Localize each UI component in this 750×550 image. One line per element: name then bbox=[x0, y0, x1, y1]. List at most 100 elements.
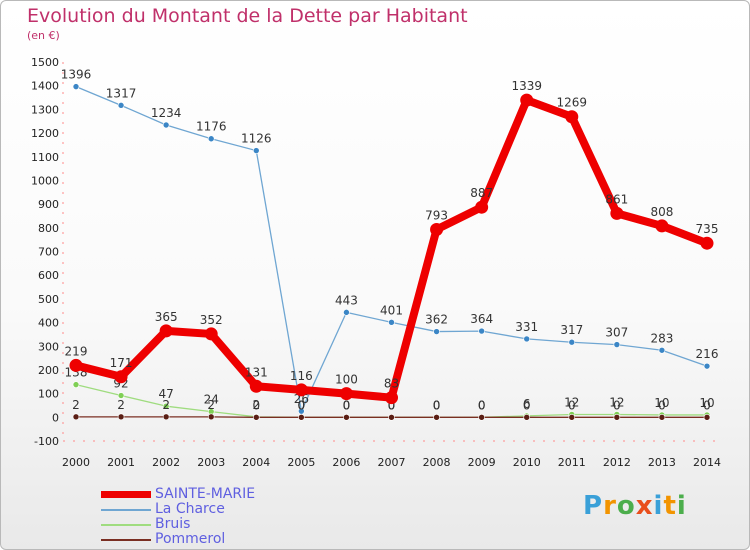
y-tick-label: 200 bbox=[38, 364, 59, 377]
logo-letter: x bbox=[635, 491, 654, 521]
data-label: 331 bbox=[515, 320, 538, 334]
data-label: 0 bbox=[478, 398, 486, 412]
data-label: 131 bbox=[245, 365, 268, 379]
data-point bbox=[117, 413, 125, 421]
data-point bbox=[523, 414, 531, 421]
data-label: 116 bbox=[290, 369, 313, 383]
y-tick-label: -100 bbox=[34, 435, 59, 448]
x-tick-label: 2005 bbox=[287, 456, 315, 469]
y-tick-label: 1500 bbox=[31, 56, 59, 69]
logo-letter: o bbox=[616, 491, 636, 521]
data-point bbox=[613, 414, 621, 421]
x-tick-label: 2004 bbox=[242, 456, 270, 469]
legend-swatch bbox=[101, 539, 151, 541]
data-point bbox=[478, 414, 485, 421]
y-tick-label: 500 bbox=[38, 293, 59, 306]
data-point bbox=[523, 335, 531, 343]
y-tick-label: 900 bbox=[38, 198, 59, 211]
data-label: 0 bbox=[568, 398, 576, 412]
data-point bbox=[433, 414, 440, 421]
x-tick-label: 2012 bbox=[603, 456, 631, 469]
data-label: 0 bbox=[433, 398, 441, 412]
data-label: 2 bbox=[72, 398, 80, 412]
x-tick-label: 2013 bbox=[648, 456, 676, 469]
data-point bbox=[72, 413, 80, 421]
x-tick-label: 2006 bbox=[332, 456, 360, 469]
data-point bbox=[252, 414, 260, 421]
y-tick-label: 100 bbox=[38, 388, 59, 401]
data-label: 2 bbox=[162, 398, 170, 412]
legend-label: SAINTE-MARIE bbox=[155, 486, 256, 502]
data-label: 1339 bbox=[511, 79, 542, 93]
data-label: 808 bbox=[650, 205, 673, 219]
x-tick-label: 2003 bbox=[197, 456, 225, 469]
legend-label: Pommerol bbox=[155, 531, 226, 547]
data-label: 219 bbox=[65, 344, 88, 358]
data-point bbox=[385, 391, 398, 405]
data-label: 1126 bbox=[241, 132, 272, 146]
data-label: 12 bbox=[564, 395, 579, 409]
data-label: 0 bbox=[613, 398, 621, 412]
data-point bbox=[249, 379, 263, 393]
legend-label: La Charce bbox=[155, 501, 225, 517]
data-label: 735 bbox=[696, 222, 719, 236]
data-label: 1176 bbox=[196, 120, 227, 134]
data-point bbox=[159, 324, 173, 338]
data-point bbox=[388, 414, 395, 421]
data-label: 1396 bbox=[61, 68, 92, 82]
logo-letter: t bbox=[663, 491, 677, 521]
data-label: 0 bbox=[388, 398, 396, 412]
logo-letter: P bbox=[583, 491, 604, 521]
data-label: 362 bbox=[425, 313, 448, 327]
data-label: 171 bbox=[110, 356, 133, 370]
data-point bbox=[703, 362, 711, 370]
data-label: 1234 bbox=[151, 106, 182, 120]
x-tick-label: 2008 bbox=[423, 456, 451, 469]
data-label: 861 bbox=[605, 192, 628, 206]
legend-swatch bbox=[101, 491, 151, 498]
data-point bbox=[162, 413, 170, 421]
logo-letter: i bbox=[653, 491, 664, 521]
data-label: 26 bbox=[294, 392, 309, 406]
x-tick-label: 2000 bbox=[62, 456, 90, 469]
y-tick-label: 1000 bbox=[31, 174, 59, 187]
data-point bbox=[117, 102, 125, 109]
data-point bbox=[613, 341, 621, 348]
data-label: 2 bbox=[117, 398, 125, 412]
data-point bbox=[298, 414, 305, 421]
data-point bbox=[207, 135, 215, 143]
y-tick-label: 400 bbox=[38, 317, 59, 330]
legend-swatch bbox=[101, 509, 151, 511]
data-label: 887 bbox=[470, 186, 493, 200]
y-tick-label: 1400 bbox=[31, 80, 59, 93]
data-label: 24 bbox=[204, 393, 219, 407]
data-label: 352 bbox=[200, 313, 223, 327]
data-label: 0 bbox=[523, 398, 531, 412]
data-label: 10 bbox=[654, 396, 669, 410]
data-label: 100 bbox=[335, 373, 358, 387]
data-point bbox=[430, 222, 444, 236]
data-point bbox=[252, 147, 260, 154]
data-label: 0 bbox=[703, 398, 711, 412]
data-point bbox=[478, 327, 485, 335]
data-point bbox=[72, 381, 80, 388]
data-point bbox=[658, 414, 666, 421]
data-point bbox=[433, 328, 440, 335]
data-label: 401 bbox=[380, 303, 403, 317]
y-tick-label: 600 bbox=[38, 269, 59, 282]
data-point bbox=[610, 206, 624, 220]
y-tick-label: 1300 bbox=[31, 103, 59, 116]
data-point bbox=[703, 414, 711, 421]
data-label: 317 bbox=[560, 323, 583, 337]
data-label: 83 bbox=[384, 377, 399, 391]
data-point bbox=[655, 219, 669, 233]
x-tick-label: 2010 bbox=[513, 456, 541, 469]
x-tick-label: 2009 bbox=[468, 456, 496, 469]
data-label: 365 bbox=[155, 310, 178, 324]
x-tick-label: 2001 bbox=[107, 456, 135, 469]
chart-subtitle: (en €) bbox=[27, 29, 60, 42]
data-point bbox=[700, 236, 714, 250]
logo-letter: r bbox=[603, 491, 617, 521]
data-label: 47 bbox=[159, 387, 174, 401]
data-label: 0 bbox=[298, 398, 306, 412]
